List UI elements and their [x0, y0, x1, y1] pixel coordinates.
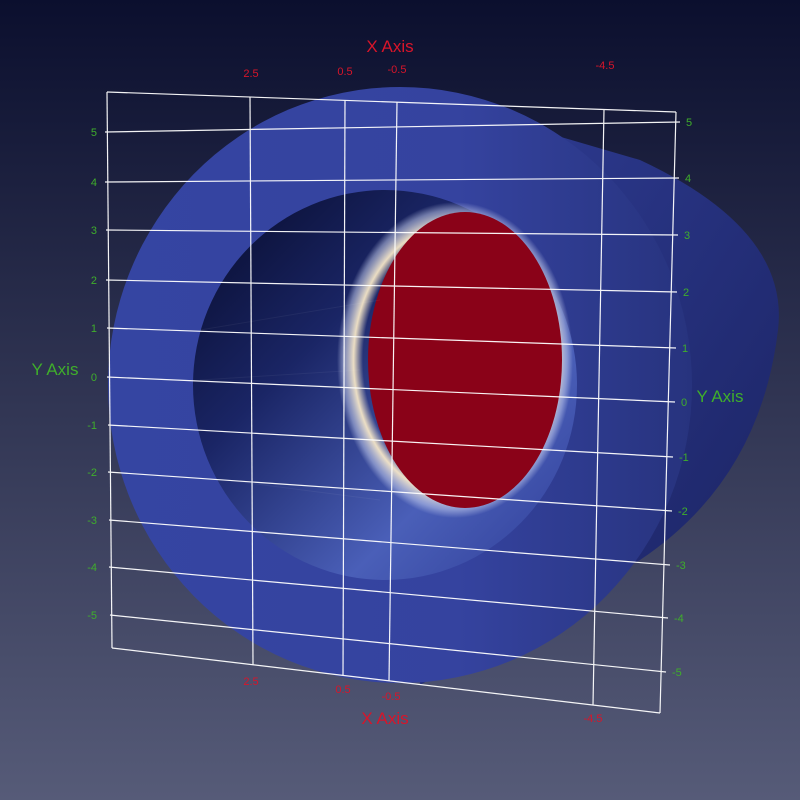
y-tick-label-left: -2 — [87, 467, 97, 479]
x-tick-label-bottom: 2.5 — [243, 676, 258, 688]
x-tick-label-top: -4.5 — [596, 60, 615, 72]
y-axis-title-left: Y Axis — [32, 360, 79, 379]
grid-line-y — [107, 471, 673, 512]
x-tick-label-top: 2.5 — [243, 68, 258, 80]
y-tick-label-left: -4 — [87, 562, 97, 574]
grid-frame-bottom — [111, 647, 661, 714]
y-tick-label-left: 4 — [91, 177, 97, 189]
tick-labels: 2.5 0.5 -0.5 -4.5 2.5 0.5 -0.5 -4.5 5 4 3 2 1 0 -1 -2 -3… — [87, 60, 692, 725]
grid-line-y — [106, 376, 676, 403]
y-tick-label-right: 1 — [682, 343, 688, 355]
grid-line-y — [105, 229, 679, 236]
grid-line-y — [104, 121, 681, 133]
y-tick-label-left: 1 — [91, 323, 97, 335]
y-tick-label-left: 2 — [91, 275, 97, 287]
grid-line-y — [109, 614, 667, 673]
surface-banding — [199, 299, 381, 501]
y-tick-label-right: -5 — [672, 667, 682, 679]
y-tick-label-left: 3 — [91, 225, 97, 237]
x-tick-label-top: -0.5 — [388, 64, 407, 76]
y-tick-label-right: -1 — [679, 452, 689, 464]
y-tick-label-left: 5 — [91, 127, 97, 139]
y-axis-title-right: Y Axis — [697, 387, 744, 406]
y-tick-label-left: -1 — [87, 420, 97, 432]
grid-frame-right — [659, 111, 677, 714]
grid-line-y — [106, 327, 677, 349]
y-tick-label-left: -3 — [87, 515, 97, 527]
grid-line-y — [105, 279, 678, 293]
hot-region[interactable] — [368, 212, 562, 508]
grid-line-y — [108, 566, 669, 619]
grid-line-y — [104, 177, 680, 183]
x-axis-title-bottom: X Axis — [361, 709, 408, 728]
y-tick-label-right: -3 — [676, 560, 686, 572]
grid-line-x — [388, 102, 398, 681]
grid-line-y — [107, 424, 674, 458]
y-tick-label-left: -5 — [87, 610, 97, 622]
cylinder-model[interactable] — [108, 87, 779, 685]
x-tick-label-top: 0.5 — [337, 66, 352, 78]
y-tick-label-right: -4 — [674, 613, 684, 625]
grid-line-y — [108, 519, 671, 566]
axes-grid — [104, 91, 681, 714]
x-tick-label-bottom: -4.5 — [584, 713, 603, 725]
grid-line-x — [342, 100, 346, 676]
x-tick-label-bottom: -0.5 — [382, 691, 401, 703]
y-tick-label-left: 0 — [91, 372, 97, 384]
grid-frame-top — [106, 91, 677, 113]
grid-line-x — [592, 109, 605, 706]
y-tick-label-right: 5 — [686, 117, 692, 129]
grid-frame-left — [106, 91, 113, 649]
y-tick-label-right: -2 — [678, 506, 688, 518]
y-tick-label-right: 4 — [685, 173, 691, 185]
grid-line-x — [249, 97, 254, 665]
y-tick-label-right: 3 — [684, 230, 690, 242]
x-axis-title-top: X Axis — [366, 37, 413, 56]
x-tick-label-bottom: 0.5 — [335, 684, 350, 696]
y-tick-label-right: 2 — [683, 287, 689, 299]
y-tick-label-right: 0 — [681, 397, 687, 409]
